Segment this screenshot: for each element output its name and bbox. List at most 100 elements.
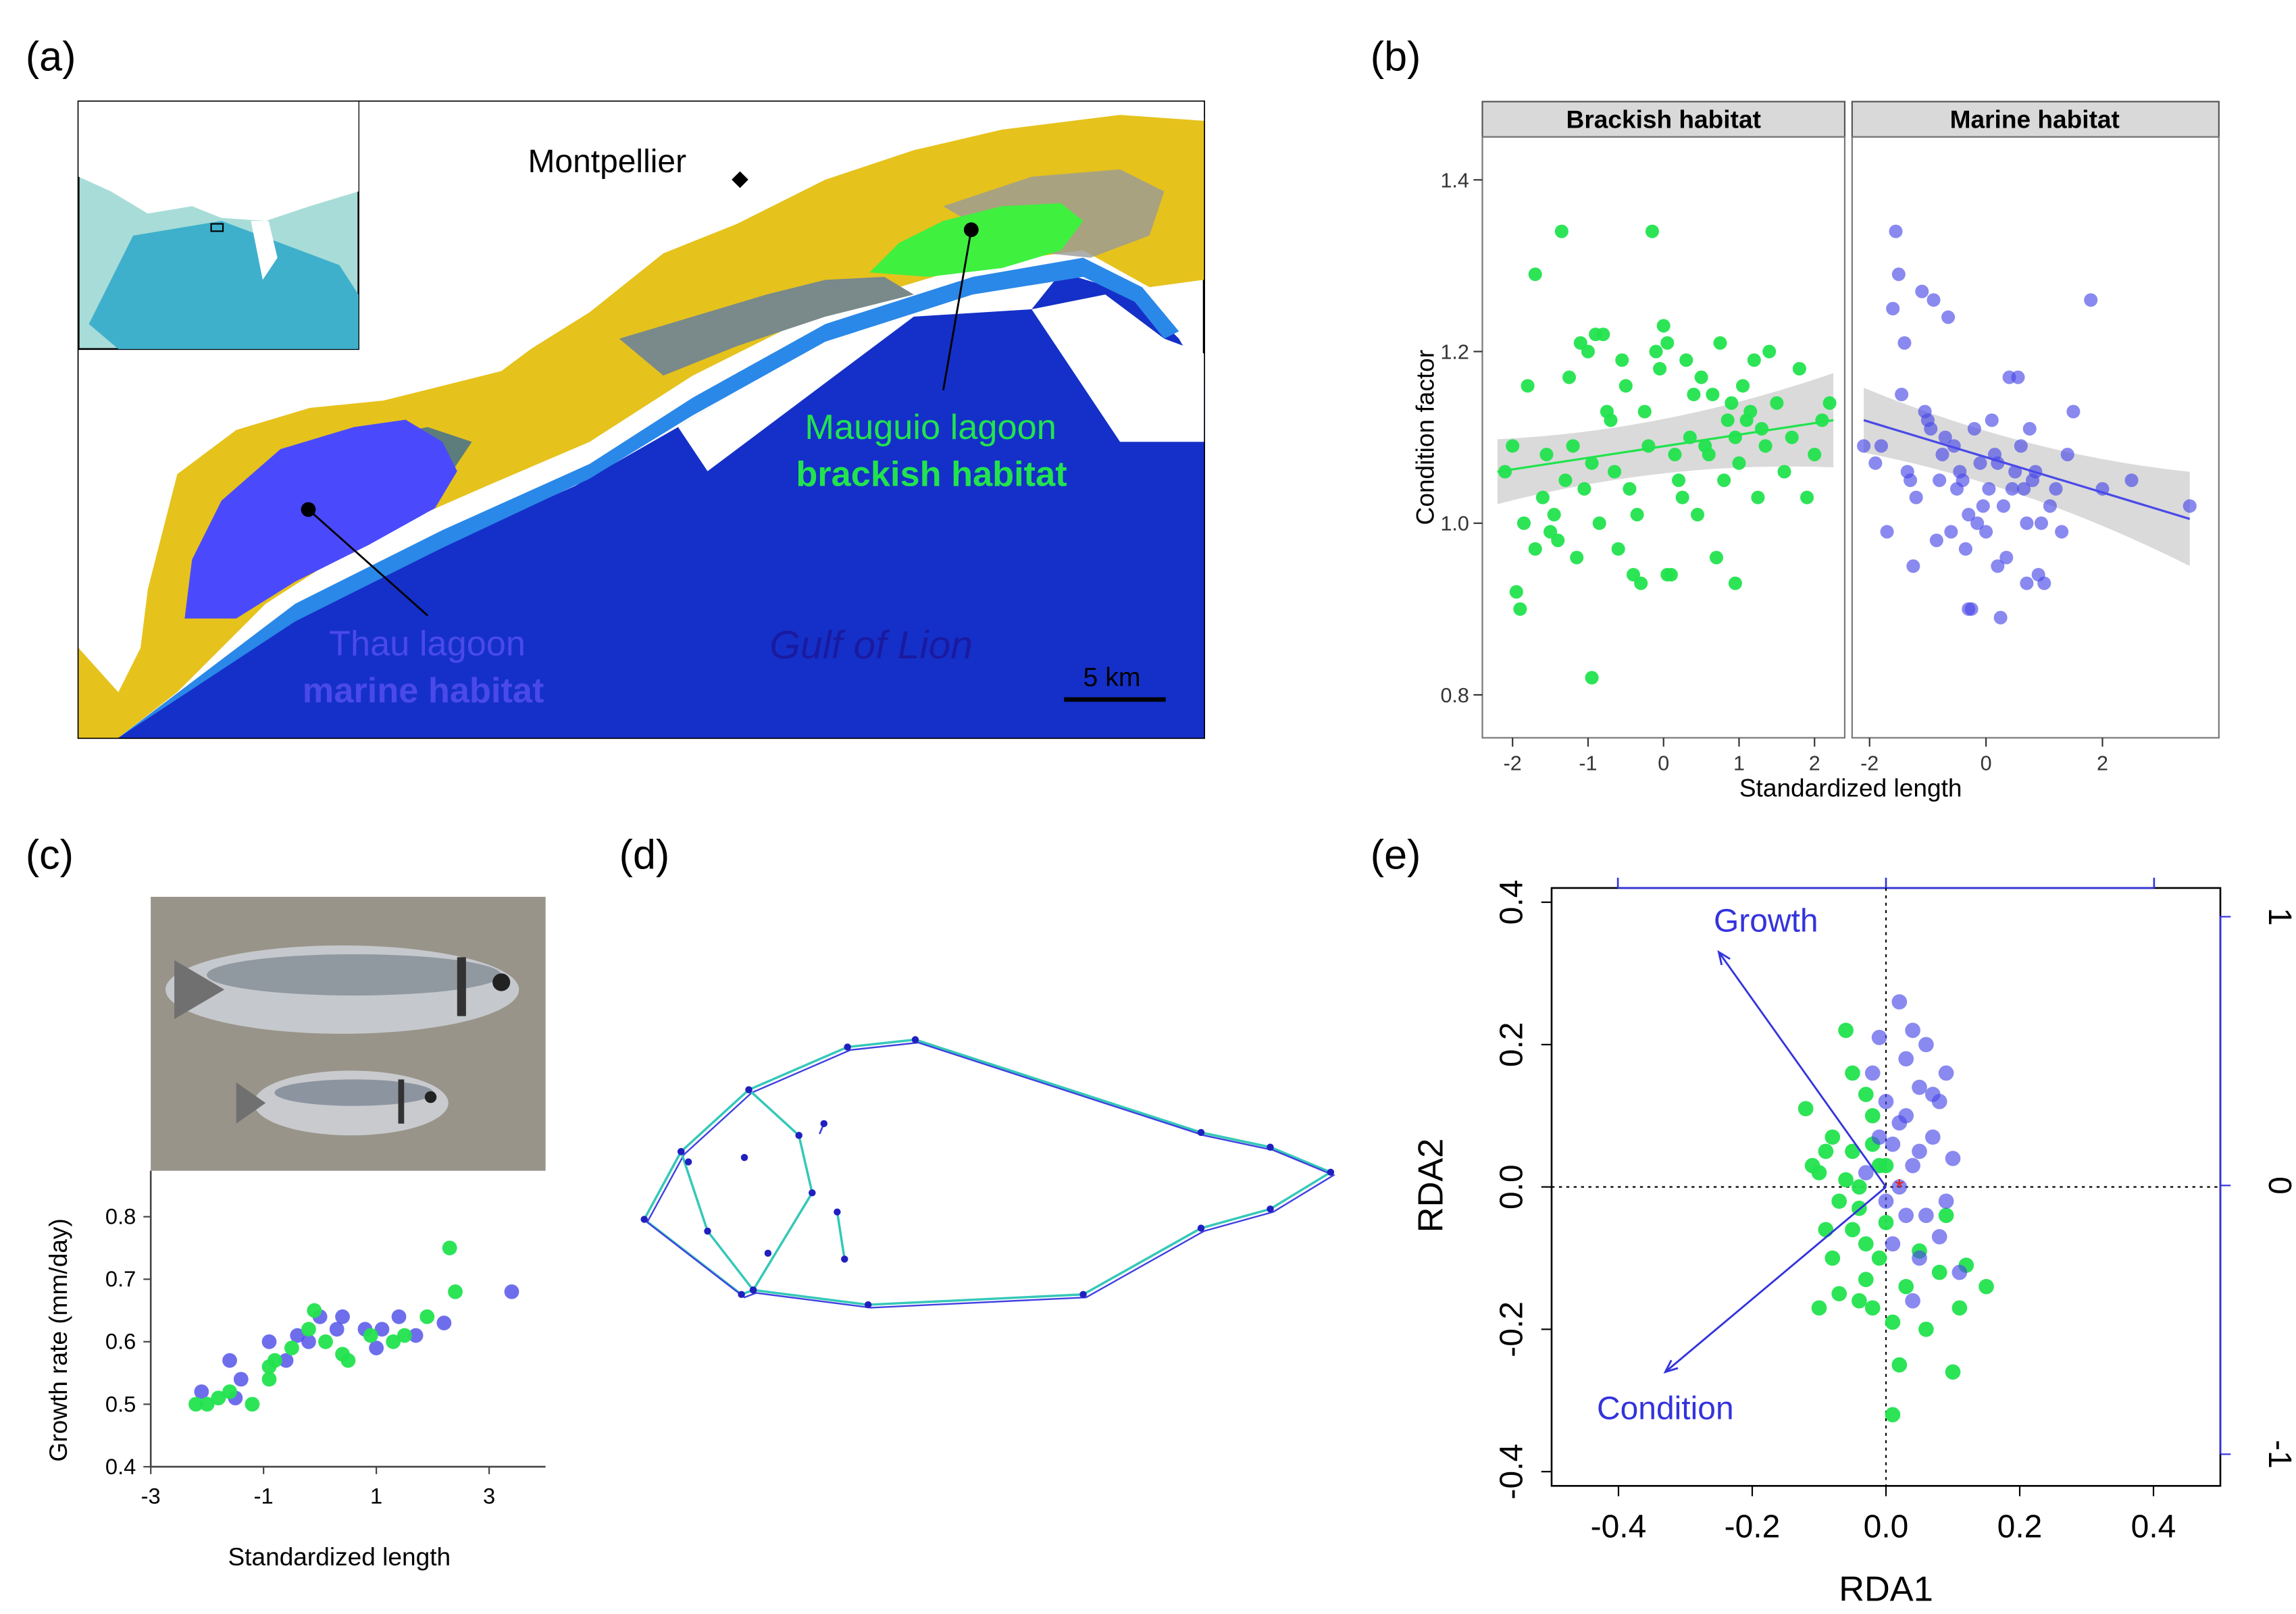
b-point <box>1528 542 1542 556</box>
d-landmark-point <box>911 1036 919 1043</box>
b-point <box>1886 301 1900 316</box>
e-point <box>1818 1222 1834 1238</box>
d-fin-segment <box>836 1212 846 1259</box>
b-point <box>1999 550 2014 565</box>
b-point <box>1736 379 1750 393</box>
e-xtick-label: 0.4 <box>2131 1509 2176 1545</box>
c-point <box>222 1384 237 1399</box>
b-point <box>1857 439 1871 453</box>
b-point <box>1962 508 1976 522</box>
mauguio-label: Mauguio lagoon <box>805 408 1056 447</box>
panel-label-d: (d) <box>619 832 670 878</box>
d-landmark-point <box>864 1301 872 1309</box>
e-point <box>1898 1051 1914 1067</box>
e-point <box>1898 1278 1914 1295</box>
b-point <box>1641 439 1656 453</box>
b-point <box>2014 439 2028 453</box>
b-point <box>1728 576 1742 590</box>
e-point <box>1951 1264 1968 1280</box>
b-point <box>1762 344 1777 359</box>
b-point <box>1611 542 1625 556</box>
b-point <box>1970 516 1985 530</box>
e-point <box>1924 1129 1941 1145</box>
c-point <box>188 1397 203 1412</box>
facet-title-brackish: Brackish habitat <box>1566 105 1761 134</box>
b-point <box>1562 370 1577 384</box>
e-point <box>1852 1293 1867 1309</box>
c-ytick-label: 0.7 <box>105 1266 136 1291</box>
c-point <box>442 1241 457 1255</box>
b-point <box>1634 576 1648 590</box>
e-point <box>1845 1143 1860 1160</box>
b-point <box>2011 370 2025 384</box>
thau-lagoon <box>184 419 457 619</box>
d-landmark-point <box>809 1189 816 1197</box>
e-point <box>1885 1137 1901 1152</box>
c-point <box>278 1353 294 1368</box>
b-point <box>1713 336 1727 350</box>
b-trend-line <box>1497 419 1834 473</box>
e-point <box>1885 1236 1901 1252</box>
b-point <box>1554 224 1568 238</box>
d-landmark-point <box>841 1255 848 1263</box>
e-point <box>1905 1157 1920 1174</box>
e-point <box>1905 1293 1920 1309</box>
b-point <box>1906 559 1920 573</box>
b-point <box>2084 293 2098 307</box>
e-point <box>1831 1286 1847 1302</box>
b-xlabel: Standardized length <box>1739 774 1962 802</box>
d-landmark-point <box>820 1120 827 1128</box>
b-point <box>1874 439 1888 453</box>
c-xtick-label: 3 <box>483 1483 495 1508</box>
c-point <box>340 1353 356 1368</box>
d-landmark-point <box>740 1153 748 1162</box>
e-point <box>1838 1172 1854 1188</box>
b-point <box>1535 490 1550 504</box>
c-point <box>374 1322 390 1337</box>
b-point <box>1979 525 1993 539</box>
b-point <box>1777 465 1791 479</box>
b-point <box>1592 516 1606 530</box>
b-point <box>1706 388 1720 402</box>
b-point <box>1915 284 1929 298</box>
b-point <box>1668 448 1682 462</box>
c-ylabel: Growth rate (mm/day) <box>44 1218 72 1461</box>
e-xtick-label: 0.2 <box>1997 1509 2043 1545</box>
b-point <box>1539 448 1554 462</box>
b-point <box>2020 576 2034 590</box>
c-xtick-label: -3 <box>141 1483 161 1508</box>
e-xtick-label: -0.4 <box>1591 1509 1647 1545</box>
b-point <box>1933 473 1947 488</box>
c-ytick-label: 0.6 <box>105 1329 136 1354</box>
d-outline-mean <box>642 1038 1333 1306</box>
b-point <box>1702 448 1716 462</box>
panel-label-e: (e) <box>1371 832 1421 878</box>
e-point <box>1864 1300 1881 1316</box>
e-ylabel: RDA2 <box>1412 1139 1451 1233</box>
panel-d-landmarks <box>640 1036 1335 1309</box>
e-ytick-label: -0.4 <box>1494 1444 1529 1500</box>
b-point <box>1566 439 1580 453</box>
b-xtick-label: 2 <box>2097 752 2108 775</box>
b-ytick-label: 1.0 <box>1440 513 1469 536</box>
c-point <box>408 1328 424 1343</box>
b-point <box>1770 396 1784 410</box>
e-arrow-label: Condition <box>1597 1390 1734 1426</box>
b-point <box>2066 405 2081 419</box>
b-point <box>1958 542 1972 556</box>
e-point <box>1979 1278 1994 1295</box>
b-point <box>1604 413 1618 427</box>
e-ytick-label: 0.4 <box>1494 880 1529 925</box>
e-arrow-label: Growth <box>1714 903 1818 939</box>
e-point <box>1871 1129 1887 1145</box>
c-ytick-label: 0.4 <box>105 1454 136 1479</box>
d-landmark-point <box>738 1291 745 1299</box>
c-point <box>363 1328 378 1343</box>
b-point <box>1785 430 1799 444</box>
b-point <box>2060 448 2074 462</box>
d-landmark-point <box>704 1227 711 1235</box>
b-point <box>1637 405 1652 419</box>
b-point <box>1973 456 1987 470</box>
c-point <box>397 1328 412 1343</box>
map-panel: Montpellier Mauguio lagoon brackish habi… <box>77 100 1206 739</box>
